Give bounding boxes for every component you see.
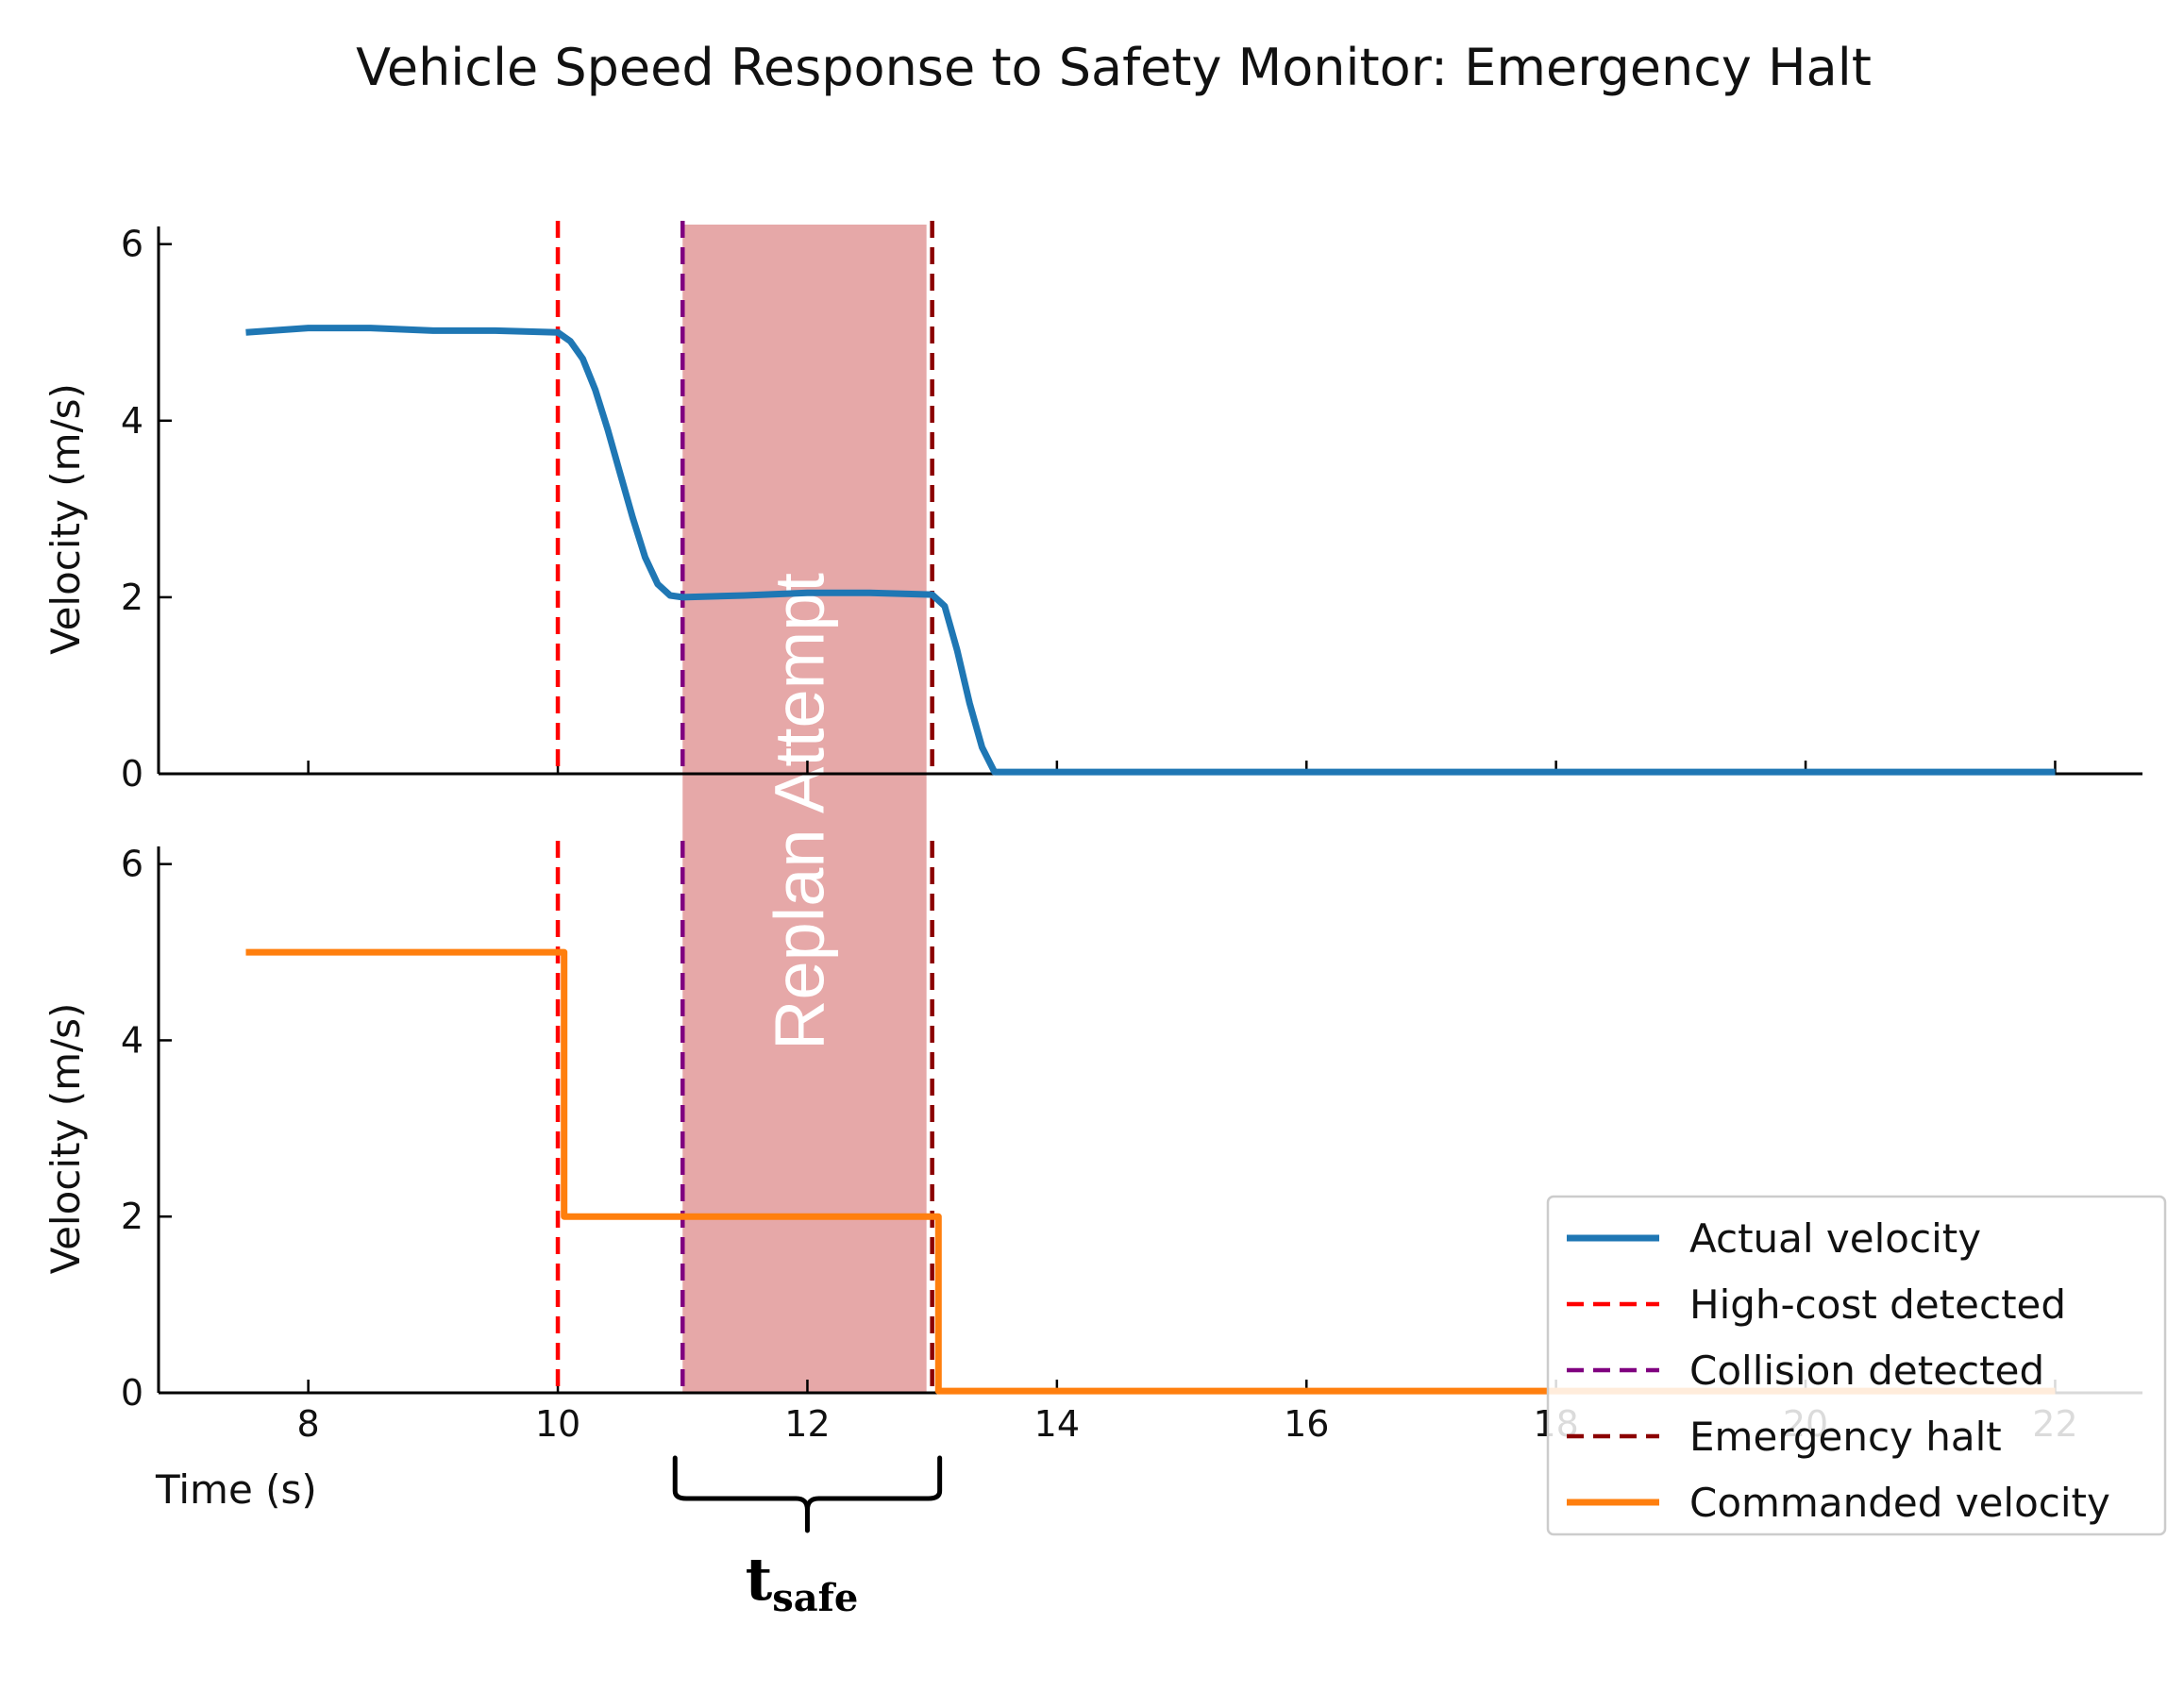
legend-label: Commanded velocity [1689, 1480, 2110, 1526]
top-series-line [245, 325, 2056, 776]
legend-box [1546, 1195, 2167, 1536]
bottom-y-tick-label: 2 [121, 1196, 143, 1237]
top-y-axis-label: Velocity (m/s) [42, 383, 89, 655]
replan-label: Replan Attempt [760, 573, 838, 1050]
x-tick-label: 14 [1034, 1403, 1080, 1445]
bottom-y-axis-label: Velocity (m/s) [42, 1003, 89, 1275]
top-y-tick-label: 2 [121, 577, 143, 618]
bottom-y-tick-label: 6 [121, 844, 143, 885]
legend-label: High-cost detected [1689, 1281, 2066, 1328]
legend: Actual velocity High-cost detected Collisi… [1546, 1195, 2167, 1536]
x-axis-label: Time (s) [155, 1466, 317, 1513]
x-tick-label: 8 [297, 1403, 320, 1445]
legend-label: Actual velocity [1689, 1215, 1981, 1262]
replan-region [682, 225, 927, 1393]
x-tick-label: 12 [784, 1403, 830, 1445]
bottom-y-tick-label: 0 [121, 1372, 143, 1414]
top-panel: 0 2 4 6 Velocity (m/s) [42, 221, 2142, 795]
tsafe-sub: safe [772, 1576, 858, 1620]
bottom-y-tick-label: 4 [121, 1019, 143, 1061]
x-tick-label: 16 [1284, 1403, 1329, 1445]
chart-title: Vehicle Speed Response to Safety Monitor… [356, 38, 1872, 97]
top-y-tick-label: 0 [121, 753, 143, 795]
top-y-tick-label: 6 [121, 224, 143, 265]
top-y-tick-label: 4 [121, 400, 143, 442]
bottom-series-line [245, 948, 2056, 1395]
legend-label: Emergency halt [1689, 1414, 2002, 1460]
brace-annotation: tsafe [672, 1455, 943, 1620]
brace-shape [672, 1455, 943, 1533]
x-tick-label: 10 [535, 1403, 580, 1445]
tsafe-main: t [746, 1545, 773, 1614]
shade-layer: Replan Attempt [682, 225, 927, 1393]
legend-label: Collision detected [1689, 1348, 2044, 1394]
tsafe-label: tsafe [746, 1545, 859, 1620]
